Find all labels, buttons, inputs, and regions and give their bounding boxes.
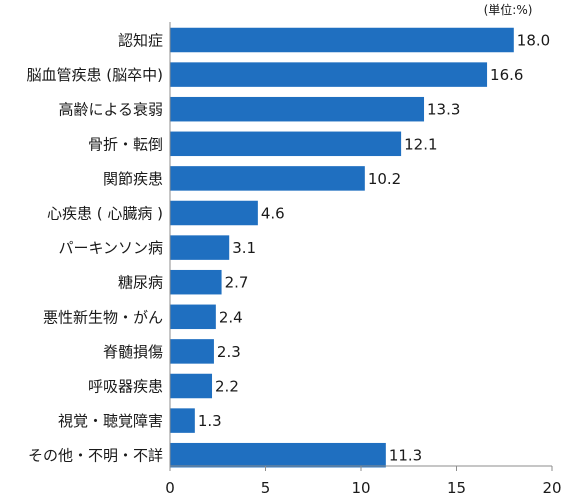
unit-note: (単位:%) <box>484 2 533 17</box>
x-tick-label-1: 5 <box>261 479 271 497</box>
bar-7 <box>170 269 222 295</box>
x-tick-label-0: 0 <box>165 479 175 497</box>
axis-layer: 0 5 10 15 20 <box>165 22 562 497</box>
bar-12 <box>170 442 386 468</box>
bars-layer: 認知症 18.0 脳血管疾患 (脳卒中) 16.6 高齢による衰弱 13.3 骨折・転倒 12… <box>27 27 550 468</box>
x-tick-label-4: 20 <box>542 479 561 497</box>
bar-6 <box>170 235 230 260</box>
category-label-5: 心疾患 ( 心臓病 ) <box>47 205 163 223</box>
bar-1 <box>170 62 488 87</box>
value-label-12: 11.3 <box>389 447 422 465</box>
category-label-11: 視覚・聴覚障害 <box>58 412 163 430</box>
value-label-11: 1.3 <box>198 412 222 430</box>
category-label-10: 呼吸器疾患 <box>88 378 163 396</box>
value-label-3: 12.1 <box>404 135 437 153</box>
value-label-9: 2.3 <box>217 343 241 361</box>
value-label-4: 10.2 <box>368 170 401 188</box>
value-label-8: 2.4 <box>219 308 243 326</box>
value-label-7: 2.7 <box>225 274 249 292</box>
bar-0 <box>170 27 514 53</box>
category-label-0: 認知症 <box>118 32 163 50</box>
value-label-0: 18.0 <box>517 32 550 50</box>
bar-2 <box>170 96 425 122</box>
value-label-1: 16.6 <box>490 66 523 84</box>
bar-3 <box>170 131 402 157</box>
x-tick-label-3: 15 <box>447 479 466 497</box>
category-label-2: 高齢による衰弱 <box>58 101 163 119</box>
value-label-2: 13.3 <box>427 101 460 119</box>
category-label-3: 骨折・転倒 <box>88 135 163 153</box>
bar-4 <box>170 166 365 191</box>
category-label-12: その他・不明・不詳 <box>28 447 163 465</box>
bar-8 <box>170 304 216 330</box>
category-label-1: 脳血管疾患 (脳卒中) <box>27 66 163 84</box>
x-tick-label-2: 10 <box>351 479 370 497</box>
category-label-7: 糖尿病 <box>118 274 163 292</box>
category-label-6: パーキンソン病 <box>58 239 163 257</box>
value-label-5: 4.6 <box>261 205 285 223</box>
category-label-8: 悪性新生物・がん <box>43 308 163 326</box>
value-label-10: 2.2 <box>215 378 239 396</box>
bar-5 <box>170 200 258 226</box>
category-label-4: 関節疾患 <box>103 170 163 188</box>
value-label-6: 3.1 <box>232 239 256 257</box>
bar-11 <box>170 408 195 433</box>
bar-9 <box>170 339 214 364</box>
bar-10 <box>170 373 213 399</box>
category-label-9: 脊髄損傷 <box>103 343 163 361</box>
